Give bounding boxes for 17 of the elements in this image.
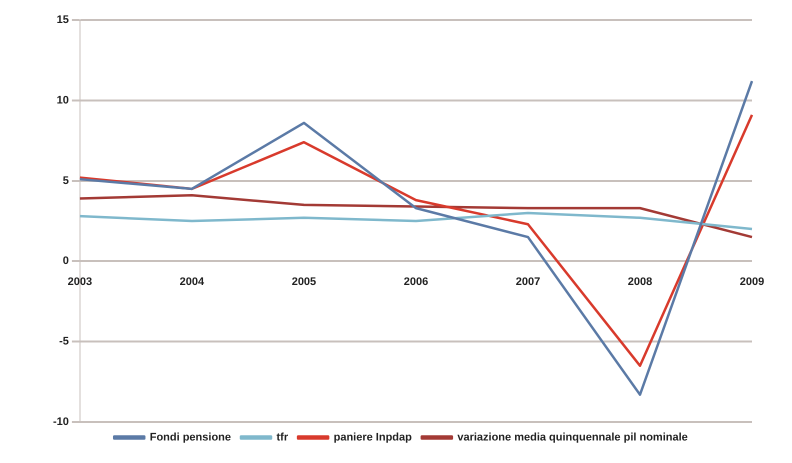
y-tick-label: 10 [56,94,69,106]
x-tick-label: 2007 [516,276,540,288]
legend-label: tfr [276,432,289,444]
x-tick-label: 2009 [740,276,764,288]
y-tick-label: 15 [56,14,69,26]
y-tick-label: -5 [59,336,69,348]
legend-label: Fondi pensione [150,432,232,444]
x-tick-label: 2006 [404,276,428,288]
x-tick-label: 2008 [628,276,652,288]
legend-label: paniere Inpdap [334,432,412,444]
legend-label: variazione media quinquennale pil nominale [457,432,688,444]
x-tick-label: 2005 [292,276,316,288]
x-tick-label: 2003 [68,276,92,288]
y-tick-label: 0 [62,255,69,268]
y-tick-label: -10 [52,416,69,428]
y-tick-label: 5 [62,174,69,187]
x-tick-label: 2004 [180,276,206,288]
